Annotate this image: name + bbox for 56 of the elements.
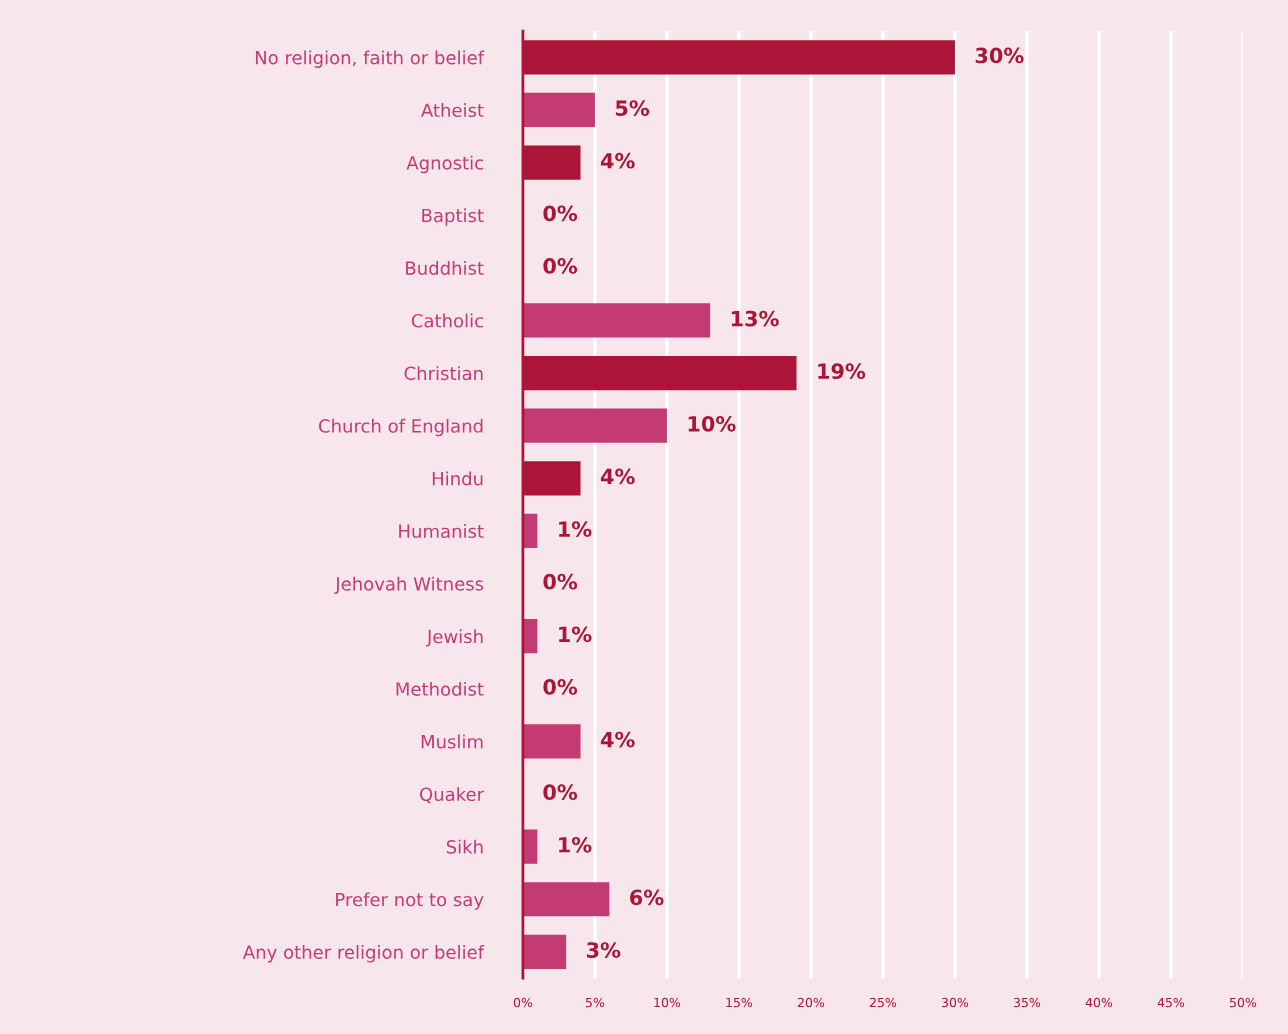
data-label: 13%: [731, 310, 779, 327]
y-tick-label: Methodist: [396, 681, 484, 696]
bar: [522, 882, 610, 917]
data-label: 4%: [600, 731, 635, 748]
y-tick-label: Agnostic: [406, 155, 483, 174]
y-tick-label: Quaker: [420, 787, 485, 804]
y-tick-label: Any other religion or belief: [242, 944, 485, 963]
data-label: 1%: [559, 836, 592, 853]
y-tick-label: Hindu: [432, 471, 483, 486]
data-label: 4%: [600, 152, 635, 169]
y-tick-label: Prefer not to say: [336, 892, 484, 910]
bar: [522, 724, 581, 759]
x-tick-label: 35%: [1013, 997, 1041, 1008]
y-tick-label: Humanist: [399, 524, 484, 539]
data-label: 19%: [818, 363, 866, 380]
bar: [522, 619, 538, 654]
x-tick-label: 45%: [1157, 997, 1185, 1008]
y-tick-label: Atheist: [421, 103, 484, 118]
y-tick-label: Buddhist: [406, 260, 484, 275]
data-label: 0%: [543, 573, 578, 590]
bar: [522, 408, 667, 443]
data-label: 3%: [586, 942, 621, 958]
x-tick-label: 5%: [585, 997, 605, 1008]
bar: [522, 934, 567, 969]
x-tick-label: 50%: [1229, 997, 1257, 1008]
data-label: 4%: [600, 468, 635, 485]
x-tick-label: 30%: [941, 997, 969, 1008]
x-tick-label: 25%: [869, 997, 897, 1008]
data-label: 0%: [543, 679, 578, 695]
bar: [522, 829, 538, 864]
bar: [522, 92, 595, 128]
y-tick-label: No religion, faith or belief: [255, 50, 485, 68]
data-label: 0%: [543, 258, 578, 274]
data-label: 5%: [615, 100, 650, 116]
y-tick-label: Jewish: [426, 629, 483, 647]
y-tick-label: Baptist: [422, 208, 484, 226]
data-label: 1%: [559, 626, 592, 643]
y-tick-label: Catholic: [411, 313, 483, 328]
data-label: 0%: [543, 205, 578, 222]
x-tick-label: 10%: [654, 997, 681, 1008]
data-label: 30%: [975, 47, 1024, 64]
y-tick-label: Jehovah Witness: [334, 576, 484, 594]
data-label: 6%: [630, 889, 664, 906]
data-label: 0%: [543, 784, 578, 801]
data-label: 10%: [688, 415, 736, 432]
x-tick-label: 15%: [726, 997, 753, 1008]
x-tick-label: 20%: [797, 997, 825, 1008]
bar: [522, 513, 538, 548]
y-tick-label: Church of England: [318, 418, 483, 437]
y-tick-label: Sikh: [446, 839, 483, 854]
data-label: 1%: [559, 521, 592, 537]
bar: [522, 303, 711, 338]
y-tick-label: Christian: [404, 366, 483, 381]
x-tick-label: 40%: [1085, 997, 1113, 1008]
y-tick-label: Muslim: [421, 734, 483, 749]
x-tick-label: 0%: [513, 997, 533, 1008]
